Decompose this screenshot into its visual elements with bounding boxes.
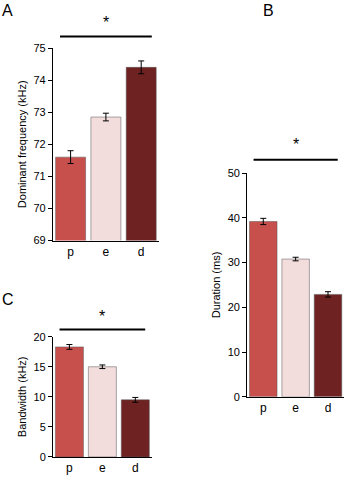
svg-text:p: p — [260, 401, 267, 415]
svg-text:15: 15 — [34, 361, 46, 373]
svg-text:71: 71 — [34, 170, 46, 182]
svg-text:0: 0 — [234, 391, 240, 403]
svg-text:72: 72 — [34, 138, 46, 150]
svg-text:p: p — [66, 461, 73, 475]
svg-text:d: d — [138, 245, 145, 259]
svg-text:e: e — [103, 245, 110, 259]
svg-text:20: 20 — [228, 301, 240, 313]
svg-text:*: * — [103, 14, 109, 31]
svg-text:B: B — [263, 2, 274, 19]
svg-text:C: C — [2, 291, 14, 308]
svg-text:10: 10 — [34, 391, 46, 403]
svg-text:50: 50 — [228, 167, 240, 179]
svg-text:70: 70 — [34, 202, 46, 214]
svg-text:d: d — [132, 461, 139, 475]
svg-text:30: 30 — [228, 256, 240, 268]
svg-text:74: 74 — [34, 74, 46, 86]
svg-text:A: A — [2, 2, 13, 19]
svg-text:5: 5 — [40, 421, 46, 433]
svg-text:Duration (ms): Duration (ms) — [210, 252, 222, 319]
svg-text:d: d — [325, 401, 332, 415]
svg-text:*: * — [293, 136, 299, 153]
svg-text:75: 75 — [34, 42, 46, 54]
svg-text:40: 40 — [228, 212, 240, 224]
svg-text:Dominant frequency (kHz): Dominant frequency (kHz) — [16, 80, 28, 208]
svg-text:e: e — [292, 401, 299, 415]
svg-text:73: 73 — [34, 106, 46, 118]
svg-text:20: 20 — [34, 331, 46, 343]
svg-text:0: 0 — [40, 451, 46, 463]
svg-text:69: 69 — [34, 234, 46, 246]
svg-text:Bandwidth (kHz): Bandwidth (kHz) — [16, 356, 28, 437]
svg-text:p: p — [67, 245, 74, 259]
svg-text:*: * — [99, 308, 105, 325]
svg-text:10: 10 — [228, 346, 240, 358]
svg-text:e: e — [99, 461, 106, 475]
